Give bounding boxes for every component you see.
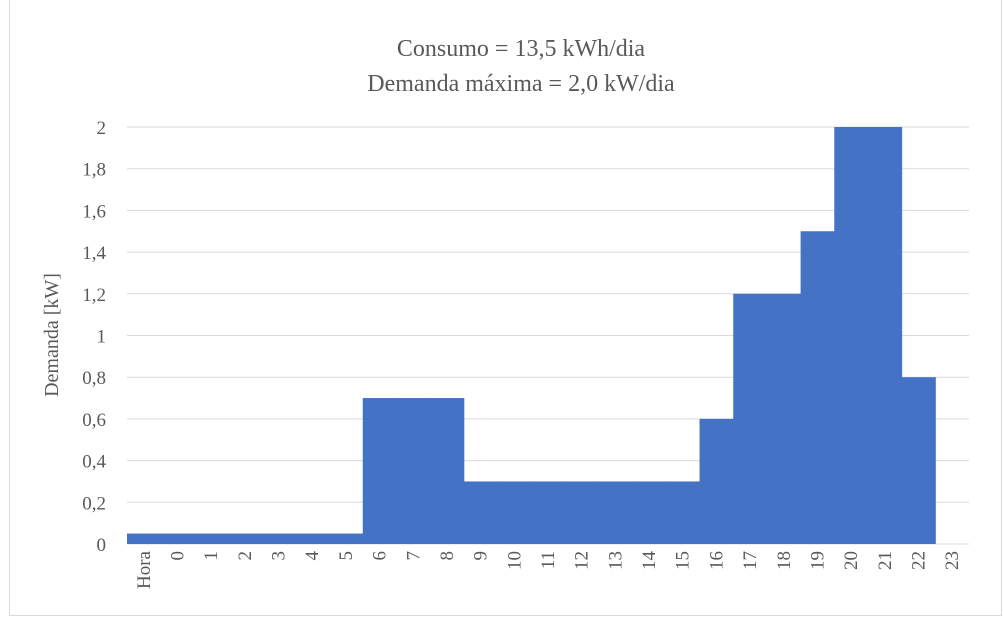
x-tick-label: 12	[572, 551, 593, 570]
y-tick-label: 2	[97, 118, 107, 139]
x-tick-label: 2	[235, 551, 256, 561]
y-tick-label: 1,6	[82, 201, 106, 222]
bar-22	[901, 377, 936, 544]
x-tick-label: 0	[168, 551, 189, 561]
x-tick-label: 16	[706, 551, 727, 570]
bar-5	[329, 533, 364, 544]
x-tick-label: 19	[807, 551, 828, 570]
bar-16	[699, 418, 734, 544]
x-tick-label: 18	[774, 551, 795, 570]
bar-20	[834, 127, 869, 544]
bar-14	[632, 481, 667, 544]
y-tick-label: 1,4	[82, 243, 106, 264]
x-tick-label: 1	[201, 551, 222, 561]
y-tick-label: 1	[97, 327, 107, 348]
x-tick-label: 5	[336, 551, 357, 561]
x-tick-label: 9	[471, 551, 492, 561]
y-tick-label: 1,2	[82, 285, 106, 306]
bar-8	[430, 398, 465, 544]
bar-15	[665, 481, 701, 544]
bar-6	[362, 398, 397, 544]
y-tick-label: 0	[97, 535, 107, 556]
bar-11	[531, 481, 566, 544]
x-tick-label: 4	[302, 551, 323, 561]
bar-12	[564, 481, 600, 544]
x-tick-label: 8	[437, 551, 458, 561]
x-tick-label: 6	[370, 551, 391, 561]
x-tick-label: 23	[942, 551, 963, 570]
x-tick-label: 11	[538, 551, 559, 569]
bar-21	[867, 127, 903, 544]
bar-2	[228, 533, 263, 544]
bar-18	[766, 293, 802, 544]
y-tick-label: 0,4	[82, 452, 106, 473]
bar-Hora	[127, 533, 162, 544]
y-axis-title: Demanda [kW]	[41, 273, 63, 397]
bar-9	[463, 481, 498, 544]
y-tick-label: 0,6	[82, 410, 106, 431]
bars	[127, 127, 936, 544]
x-tick-label: 21	[875, 551, 896, 570]
x-tick-label: 10	[504, 551, 525, 570]
bar-7	[396, 398, 431, 544]
x-tick-label: 7	[403, 551, 424, 561]
bar-0	[160, 533, 195, 544]
y-tick-label: 0,8	[82, 368, 106, 389]
y-tick-label: 1,8	[82, 160, 106, 181]
x-tick-label: Hora	[134, 550, 155, 589]
chart-title-line-1: Consumo = 13,5 kWh/dia	[397, 36, 646, 62]
bar-17	[733, 293, 768, 544]
x-tick-label: 15	[673, 551, 694, 570]
x-tick-label: 14	[639, 551, 660, 571]
bar-10	[497, 481, 532, 544]
x-tick-label: 13	[605, 551, 626, 570]
chart-title-line-2: Demanda máxima = 2,0 kW/dia	[367, 71, 675, 97]
x-tick-label: 17	[740, 551, 761, 570]
bar-4	[295, 533, 330, 544]
bar-3	[261, 533, 296, 544]
bar-1	[194, 533, 229, 544]
x-tick-labels: Hora 0 1 2 3 4 5 6 7 8 9 10 11 12 13 14 15 16 17 18 19 20 21 22…	[134, 550, 963, 589]
bar-13	[598, 481, 633, 544]
x-tick-label: 20	[841, 551, 862, 570]
x-tick-label: 22	[908, 551, 929, 570]
y-tick-labels: 0 0,2 0,4 0,6 0,8 1 1,2 1,4 1,6 1,8 2	[82, 118, 106, 556]
y-tick-label: 0,2	[82, 493, 106, 514]
bar-19	[800, 231, 835, 544]
x-tick-label: 3	[269, 551, 290, 561]
